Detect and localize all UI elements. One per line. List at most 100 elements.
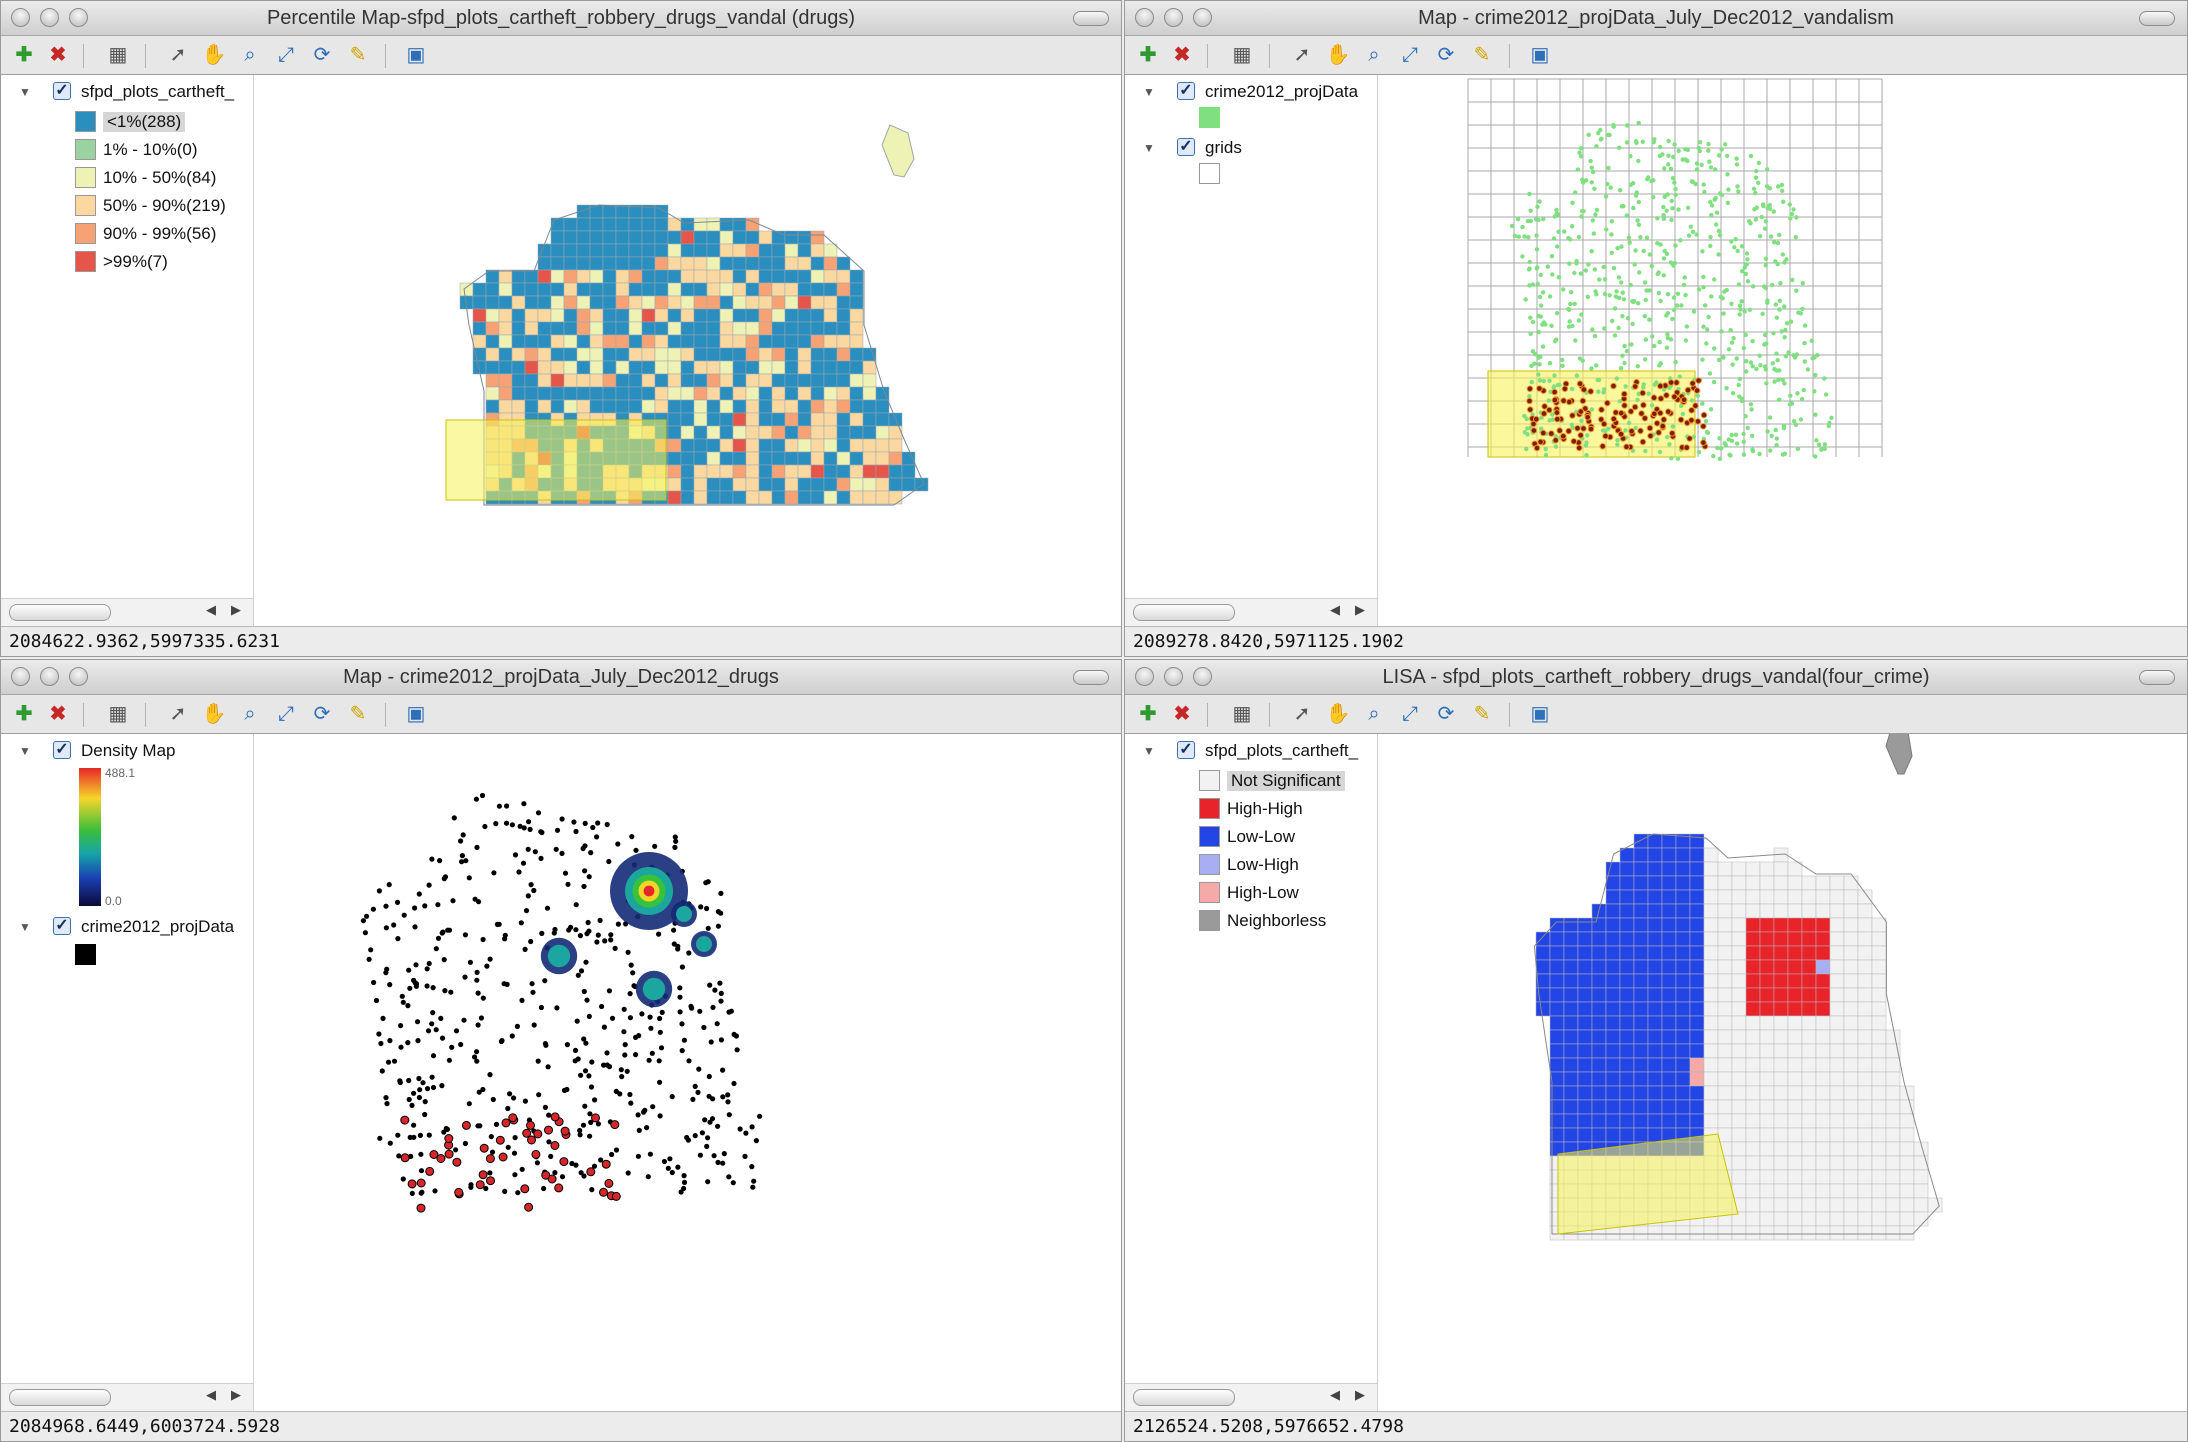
map-canvas[interactable] — [254, 734, 1121, 1411]
table-icon[interactable]: ▦ — [1232, 703, 1252, 725]
map-canvas[interactable] — [1378, 734, 2187, 1411]
zoom-window-button[interactable] — [1193, 8, 1212, 27]
scroll-left-icon[interactable]: ◀ — [1330, 602, 1340, 617]
legend-item[interactable]: >99%(7) — [1, 249, 253, 275]
layer-visibility-checkbox[interactable]: ✓ — [1177, 741, 1195, 759]
scrollbar-thumb[interactable] — [1133, 1389, 1235, 1406]
zoom-icon[interactable]: ⌕ — [244, 44, 256, 66]
legend-horizontal-scrollbar[interactable]: ◀ ▶ — [1125, 1383, 1378, 1411]
layer-visibility-checkbox[interactable]: ✓ — [1177, 138, 1195, 156]
select-arrow-icon[interactable]: ➚ — [169, 44, 187, 66]
layer-visibility-checkbox[interactable]: ✓ — [53, 741, 71, 759]
scroll-left-icon[interactable]: ◀ — [1330, 1387, 1340, 1402]
legend-horizontal-scrollbar[interactable]: ◀ ▶ — [1125, 598, 1378, 626]
select-arrow-icon[interactable]: ➚ — [169, 703, 187, 725]
scroll-right-icon[interactable]: ▶ — [231, 602, 241, 617]
toolbar-toggle-button[interactable] — [2139, 11, 2175, 26]
expand-triangle-icon[interactable]: ▼ — [19, 85, 31, 99]
remove-layer-icon[interactable]: ✖ — [1173, 44, 1191, 66]
brush-icon[interactable]: ✎ — [349, 44, 367, 66]
pan-hand-icon[interactable]: ✋ — [201, 703, 227, 725]
close-window-button[interactable] — [1135, 667, 1154, 686]
scroll-right-icon[interactable]: ▶ — [231, 1387, 241, 1402]
select-arrow-icon[interactable]: ➚ — [1293, 44, 1311, 66]
brush-icon[interactable]: ✎ — [349, 703, 367, 725]
scroll-right-icon[interactable]: ▶ — [1355, 602, 1365, 617]
zoom-icon[interactable]: ⌕ — [244, 703, 256, 725]
scroll-left-icon[interactable]: ◀ — [206, 602, 216, 617]
map-canvas[interactable] — [1378, 75, 2187, 626]
remove-layer-icon[interactable]: ✖ — [49, 44, 67, 66]
save-icon[interactable]: ▣ — [1530, 44, 1550, 66]
legend-item[interactable]: High-High — [1125, 796, 1377, 822]
scrollbar-thumb[interactable] — [9, 1389, 111, 1406]
zoom-window-button[interactable] — [69, 667, 88, 686]
save-icon[interactable]: ▣ — [406, 44, 426, 66]
refresh-icon[interactable]: ⟳ — [313, 703, 331, 725]
layer-visibility-checkbox[interactable]: ✓ — [1177, 82, 1195, 100]
grid-symbol-swatch[interactable] — [1199, 163, 1220, 184]
save-icon[interactable]: ▣ — [1530, 703, 1550, 725]
remove-layer-icon[interactable]: ✖ — [49, 703, 67, 725]
legend-item[interactable]: Neighborless — [1125, 908, 1377, 934]
legend-item[interactable]: <1%(288) — [1, 109, 253, 135]
layer-row[interactable]: ▼ ✓ crime2012_projData — [1, 914, 253, 940]
expand-triangle-icon[interactable]: ▼ — [1143, 141, 1155, 155]
legend-item[interactable]: 50% - 90%(219) — [1, 193, 253, 219]
refresh-icon[interactable]: ⟳ — [1437, 44, 1455, 66]
legend-item[interactable]: Not Significant — [1125, 768, 1377, 794]
refresh-icon[interactable]: ⟳ — [1437, 703, 1455, 725]
remove-layer-icon[interactable]: ✖ — [1173, 703, 1191, 725]
layer-row[interactable]: ▼ ✓ Density Map — [1, 738, 253, 764]
point-symbol-swatch[interactable] — [1199, 107, 1220, 128]
toolbar-toggle-button[interactable] — [2139, 670, 2175, 685]
save-icon[interactable]: ▣ — [406, 703, 426, 725]
fit-extent-icon[interactable]: ⤢ — [278, 44, 294, 66]
scroll-right-icon[interactable]: ▶ — [1355, 1387, 1365, 1402]
close-window-button[interactable] — [1135, 8, 1154, 27]
minimize-window-button[interactable] — [40, 667, 59, 686]
table-icon[interactable]: ▦ — [108, 44, 128, 66]
legend-item[interactable]: High-Low — [1125, 880, 1377, 906]
add-layer-icon[interactable]: ✚ — [1139, 44, 1157, 66]
table-icon[interactable]: ▦ — [1232, 44, 1252, 66]
scrollbar-thumb[interactable] — [1133, 604, 1235, 621]
add-layer-icon[interactable]: ✚ — [15, 703, 33, 725]
close-window-button[interactable] — [11, 667, 30, 686]
minimize-window-button[interactable] — [40, 8, 59, 27]
select-arrow-icon[interactable]: ➚ — [1293, 703, 1311, 725]
expand-triangle-icon[interactable]: ▼ — [1143, 85, 1155, 99]
expand-triangle-icon[interactable]: ▼ — [19, 744, 31, 758]
zoom-window-button[interactable] — [1193, 667, 1212, 686]
legend-item[interactable]: 10% - 50%(84) — [1, 165, 253, 191]
brush-icon[interactable]: ✎ — [1473, 44, 1491, 66]
toolbar-toggle-button[interactable] — [1073, 670, 1109, 685]
expand-triangle-icon[interactable]: ▼ — [1143, 744, 1155, 758]
legend-horizontal-scrollbar[interactable]: ◀ ▶ — [1, 598, 254, 626]
table-icon[interactable]: ▦ — [108, 703, 128, 725]
add-layer-icon[interactable]: ✚ — [1139, 703, 1157, 725]
layer-row[interactable]: ▼ ✓ sfpd_plots_cartheft_ — [1125, 738, 1377, 764]
expand-triangle-icon[interactable]: ▼ — [19, 920, 31, 934]
add-layer-icon[interactable]: ✚ — [15, 44, 33, 66]
legend-horizontal-scrollbar[interactable]: ◀ ▶ — [1, 1383, 254, 1411]
legend-item[interactable]: 90% - 99%(56) — [1, 221, 253, 247]
layer-row[interactable]: ▼ ✓ grids — [1125, 135, 1377, 161]
legend-item[interactable]: Low-High — [1125, 852, 1377, 878]
layer-visibility-checkbox[interactable]: ✓ — [53, 82, 71, 100]
scroll-left-icon[interactable]: ◀ — [206, 1387, 216, 1402]
minimize-window-button[interactable] — [1164, 8, 1183, 27]
zoom-window-button[interactable] — [69, 8, 88, 27]
layer-row[interactable]: ▼ ✓ sfpd_plots_cartheft_ — [1, 79, 253, 105]
close-window-button[interactable] — [11, 8, 30, 27]
point-symbol-swatch[interactable] — [75, 944, 96, 965]
fit-extent-icon[interactable]: ⤢ — [1402, 44, 1418, 66]
refresh-icon[interactable]: ⟳ — [313, 44, 331, 66]
zoom-icon[interactable]: ⌕ — [1368, 44, 1380, 66]
legend-item[interactable]: 1% - 10%(0) — [1, 137, 253, 163]
minimize-window-button[interactable] — [1164, 667, 1183, 686]
zoom-icon[interactable]: ⌕ — [1368, 703, 1380, 725]
pan-hand-icon[interactable]: ✋ — [1325, 44, 1351, 66]
brush-icon[interactable]: ✎ — [1473, 703, 1491, 725]
map-canvas[interactable] — [254, 75, 1121, 626]
